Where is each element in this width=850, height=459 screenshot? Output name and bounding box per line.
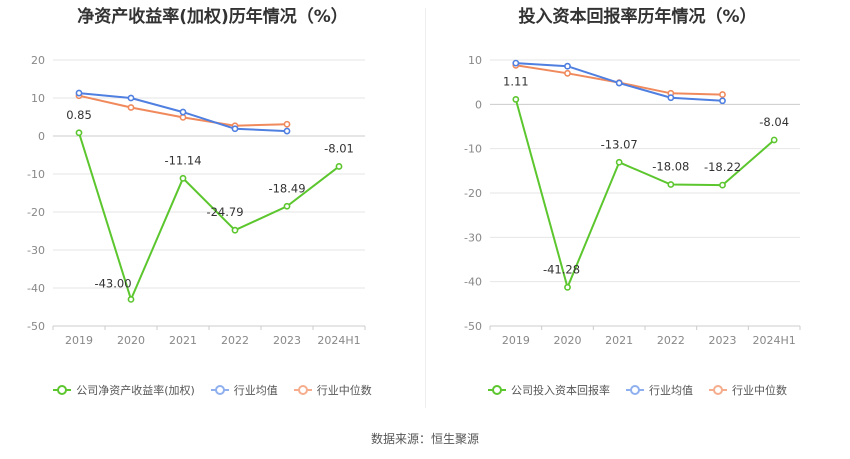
legend-item-industry-mean[interactable]: 行业均值 <box>626 382 693 398</box>
data-label: -8.04 <box>759 115 789 129</box>
x-tick-label: 2022 <box>221 334 249 347</box>
y-tick-label: 0 <box>38 130 45 143</box>
y-tick-label: 10 <box>31 92 45 105</box>
y-tick-label: -20 <box>27 206 45 219</box>
legend: 公司净资产收益率(加权) 行业均值 行业中位数 <box>0 382 425 398</box>
data-point <box>615 79 623 87</box>
data-point <box>283 120 291 128</box>
data-point <box>770 136 778 144</box>
data-point <box>75 89 83 97</box>
data-label: -13.07 <box>601 137 638 151</box>
data-source-note: 数据来源：恒生聚源 <box>370 432 479 446</box>
legend-item-company[interactable]: 公司净资产收益率(加权) <box>53 382 195 398</box>
roe-plot: 20 10 0 -10 -20 -30 -40 -50 2019 2020 2021 2022 2023… <box>27 54 366 347</box>
legend-line-marker-icon <box>53 384 72 396</box>
x-tick-label: 2021 <box>169 334 197 347</box>
legend-label: 行业均值 <box>649 384 693 397</box>
data-point <box>283 202 291 210</box>
legend-label: 公司投入资本回报率 <box>511 384 610 397</box>
legend-label: 行业中位数 <box>732 384 787 397</box>
data-point <box>179 113 187 121</box>
legend-line-marker-icon <box>709 384 727 396</box>
data-point <box>719 181 726 189</box>
y-tick-label: -30 <box>27 244 45 257</box>
x-tick-label: 2019 <box>502 334 530 347</box>
x-tick-label: 2023 <box>273 334 301 347</box>
data-label: -43.00 <box>94 276 131 290</box>
legend-item-company[interactable]: 公司投入资本回报率 <box>488 382 610 398</box>
legend-label: 行业均值 <box>233 384 278 397</box>
y-tick-label: -30 <box>464 231 482 244</box>
data-point <box>667 181 675 188</box>
x-tick-label: 2020 <box>117 334 145 347</box>
data-point <box>127 104 135 111</box>
x-tick-label: 2024H1 <box>753 334 796 347</box>
y-tick-label: -50 <box>27 320 45 333</box>
data-label: -18.22 <box>704 160 741 174</box>
chart-title: 投入资本回报率历年情况（%） <box>518 7 757 27</box>
legend-label: 公司净资产收益率(加权) <box>76 384 195 397</box>
x-tick-label: 2022 <box>657 334 685 347</box>
x-tick-label: 2021 <box>605 334 633 347</box>
y-tick-label: -50 <box>464 320 482 333</box>
data-point <box>335 163 343 170</box>
data-point <box>512 96 520 103</box>
legend-line-marker-icon <box>293 384 312 396</box>
x-tick-label: 2020 <box>554 334 582 347</box>
data-label: 1.11 <box>503 74 529 88</box>
data-point <box>127 295 135 303</box>
y-tick-label: -40 <box>27 282 45 295</box>
legend-line-marker-icon <box>488 384 506 396</box>
legend-item-industry-median[interactable]: 行业中位数 <box>293 382 372 398</box>
x-tick-label: 2024H1 <box>317 334 360 347</box>
chart-title: 净资产收益率(加权)历年情况（%） <box>77 7 348 27</box>
data-point <box>564 283 571 291</box>
roic-chart-panel: 投入资本回报率历年情况（%） 10 0 -10 -20 -30 -40 -50 2019 202… <box>425 0 850 410</box>
legend: 公司投入资本回报率 行业均值 行业中位数 <box>425 382 850 398</box>
data-label: -18.49 <box>268 181 305 195</box>
data-point <box>667 94 675 102</box>
data-point <box>179 108 187 116</box>
data-point <box>512 59 520 67</box>
y-tick-label: 10 <box>468 54 482 67</box>
legend-line-marker-icon <box>210 384 229 396</box>
data-point <box>564 62 571 70</box>
data-point <box>615 158 623 166</box>
y-tick-label: 20 <box>31 54 45 67</box>
y-tick-label: -10 <box>464 143 482 156</box>
series-line-company <box>514 99 775 291</box>
y-tick-label: -10 <box>27 168 45 181</box>
data-point <box>75 129 83 137</box>
data-label: 0.85 <box>66 108 92 122</box>
data-point <box>231 226 239 234</box>
data-point <box>179 174 187 182</box>
data-point <box>719 91 726 98</box>
data-point <box>231 125 239 133</box>
data-label: -11.14 <box>164 153 201 167</box>
legend-line-marker-icon <box>626 384 644 396</box>
roic-plot: 10 0 -10 -20 -30 -40 -50 2019 2020 2021 2022 2023 20… <box>464 54 801 347</box>
legend-item-industry-median[interactable]: 行业中位数 <box>709 382 787 398</box>
data-point <box>564 69 571 77</box>
data-label: -41.28 <box>543 262 580 276</box>
roe-chart-panel: 净资产收益率(加权)历年情况（%） 20 10 0 -10 -20 -30 -40 -50 20… <box>0 0 425 410</box>
panel-divider <box>425 8 426 408</box>
data-label: -18.08 <box>652 159 689 173</box>
data-point <box>127 94 135 102</box>
x-tick-label: 2023 <box>709 334 737 347</box>
series-line-company <box>78 132 340 303</box>
data-point <box>719 97 726 105</box>
data-label: -8.01 <box>324 141 354 155</box>
data-point <box>283 127 291 135</box>
data-label: -24.79 <box>206 205 243 219</box>
y-tick-label: -40 <box>464 276 482 289</box>
legend-item-industry-mean[interactable]: 行业均值 <box>210 382 278 398</box>
y-tick-label: -20 <box>464 187 482 200</box>
x-tick-label: 2019 <box>65 334 93 347</box>
legend-label: 行业中位数 <box>316 384 372 397</box>
y-tick-label: 0 <box>475 98 482 111</box>
